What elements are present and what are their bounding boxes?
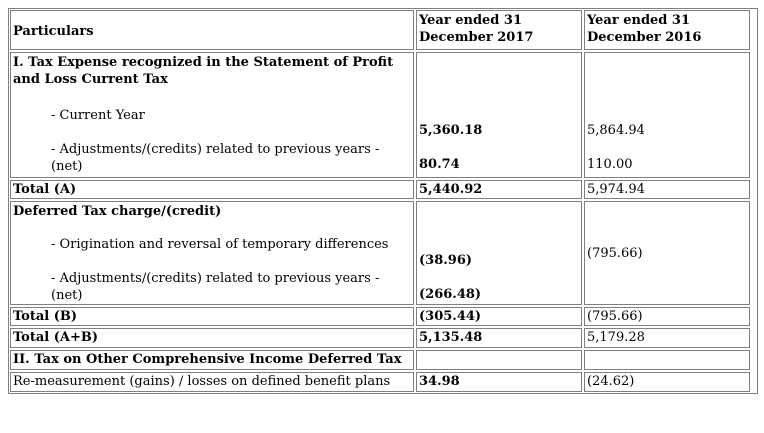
total-ab-2016: 5,179.28 [584, 328, 750, 348]
oci-title-2017 [416, 350, 582, 370]
total-a-2017: 5,440.92 [416, 180, 582, 199]
section2-title: Deferred Tax charge/(credit) [13, 204, 222, 219]
current-year-label: - Current Year [51, 108, 145, 123]
header-year-2017: Year ended 31 December 2017 [416, 10, 582, 50]
total-b-2017: (305.44) [416, 307, 582, 326]
header-row: Particulars Year ended 31 December 2017 … [9, 9, 757, 51]
origination-label: - Origination and reversal of temporary … [51, 237, 389, 252]
section3-title: II. Tax on Other Comprehensive Income De… [10, 350, 414, 370]
origination-2016: (795.66) [587, 246, 643, 261]
header-year-2017-text: Year ended 31 December 2017 [419, 13, 534, 45]
header-particulars: Particulars [10, 10, 414, 50]
deferred-tax-block: Deferred Tax charge/(credit) - Originati… [9, 200, 757, 306]
remeasurement-2016: (24.62) [584, 372, 750, 392]
total-a-row: Total (A) 5,440.92 5,974.94 [9, 179, 757, 200]
total-ab-row: Total (A+B) 5,135.48 5,179.28 [9, 327, 757, 349]
total-b-row: Total (B) (305.44) (795.66) [9, 306, 757, 327]
total-b-2016: (795.66) [584, 307, 750, 326]
total-ab-label: Total (A+B) [10, 328, 414, 348]
section1-title: I. Tax Expense recognized in the Stateme… [13, 55, 394, 87]
total-b-label: Total (B) [10, 307, 414, 326]
remeasurement-row: Re-measurement (gains) / losses on defin… [9, 371, 757, 393]
oci-title-row: II. Tax on Other Comprehensive Income De… [9, 349, 757, 371]
total-a-2016: 5,974.94 [584, 180, 750, 199]
adjustments-1-2017: 80.74 [419, 157, 460, 172]
current-year-2016: 5,864.94 [587, 123, 645, 138]
adjustments-2-2017: (266.48) [419, 287, 482, 302]
remeasurement-2017: 34.98 [416, 372, 582, 392]
deferred-tax-2016: (795.66) [584, 201, 750, 305]
origination-2017: (38.96) [419, 253, 473, 268]
total-a-label: Total (A) [10, 180, 414, 199]
adjustments-1-2016: 110.00 [587, 157, 633, 172]
current-tax-2016: 5,864.94 110.00 [584, 52, 750, 178]
remeasurement-label: Re-measurement (gains) / losses on defin… [10, 372, 414, 392]
header-year-2016-text: Year ended 31 December 2016 [587, 13, 702, 45]
deferred-tax-2017: (38.96) (266.48) [416, 201, 582, 305]
header-particulars-text: Particulars [13, 24, 94, 39]
current-tax-2017: 5,360.18 80.74 [416, 52, 582, 178]
adjustments-label-1: - Adjustments/(credits) related to previ… [51, 142, 380, 174]
current-tax-particulars: I. Tax Expense recognized in the Stateme… [10, 52, 414, 178]
header-year-2016: Year ended 31 December 2016 [584, 10, 750, 50]
current-year-2017: 5,360.18 [419, 123, 483, 138]
total-ab-2017: 5,135.48 [416, 328, 582, 348]
adjustments-label-2: - Adjustments/(credits) related to previ… [51, 271, 380, 303]
oci-title-2016 [584, 350, 750, 370]
current-tax-block: I. Tax Expense recognized in the Stateme… [9, 51, 757, 179]
tax-expense-table: Particulars Year ended 31 December 2017 … [8, 8, 758, 394]
deferred-tax-particulars: Deferred Tax charge/(credit) - Originati… [10, 201, 414, 305]
